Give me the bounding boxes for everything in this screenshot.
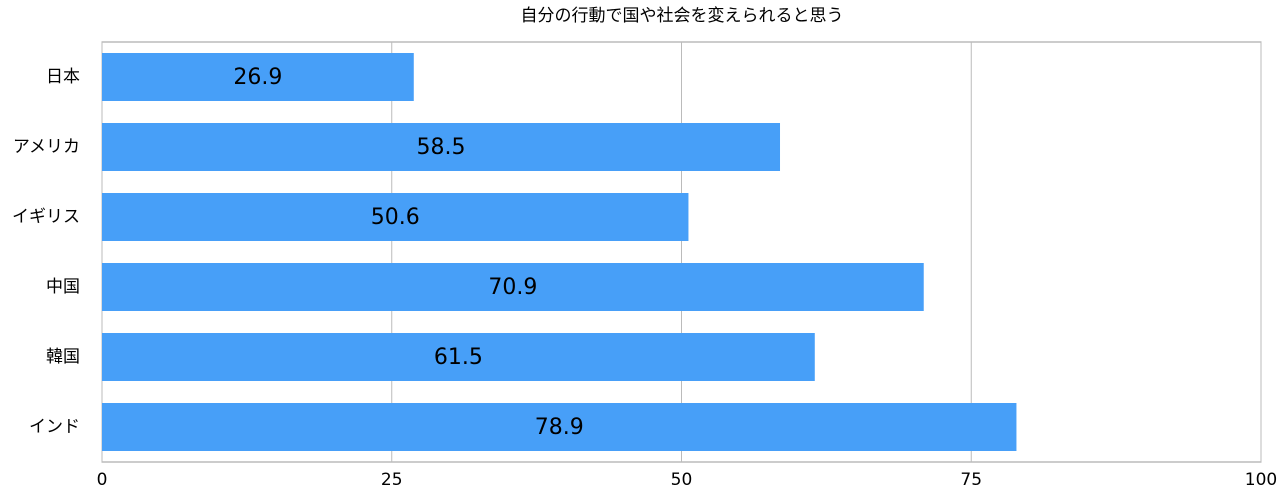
y-tick-label: インド [29,417,80,437]
y-tick-label: アメリカ [13,137,80,157]
x-tick-label: 50 [671,470,693,488]
bar [102,193,689,241]
value-label: 26.9 [233,65,282,90]
x-tick-label: 25 [381,470,403,488]
y-tick-label: 日本 [46,67,80,87]
chart-title: 自分の行動で国や社会を変えられると思う [521,6,844,26]
bar [102,53,414,101]
value-label: 70.9 [488,275,537,300]
bar [102,123,781,171]
value-label: 58.5 [417,135,466,160]
y-tick-label: 中国 [46,277,80,297]
y-tick-label: 韓国 [46,347,80,367]
value-label: 78.9 [535,415,584,440]
x-tick-label: 100 [1245,470,1277,488]
bar [102,263,924,311]
x-tick-label: 0 [97,470,108,488]
value-label: 61.5 [434,345,483,370]
bar [102,403,1017,451]
bar [102,333,815,381]
y-tick-label: イギリス [12,207,80,227]
x-tick-label: 75 [960,470,982,488]
value-label: 50.6 [371,205,420,230]
